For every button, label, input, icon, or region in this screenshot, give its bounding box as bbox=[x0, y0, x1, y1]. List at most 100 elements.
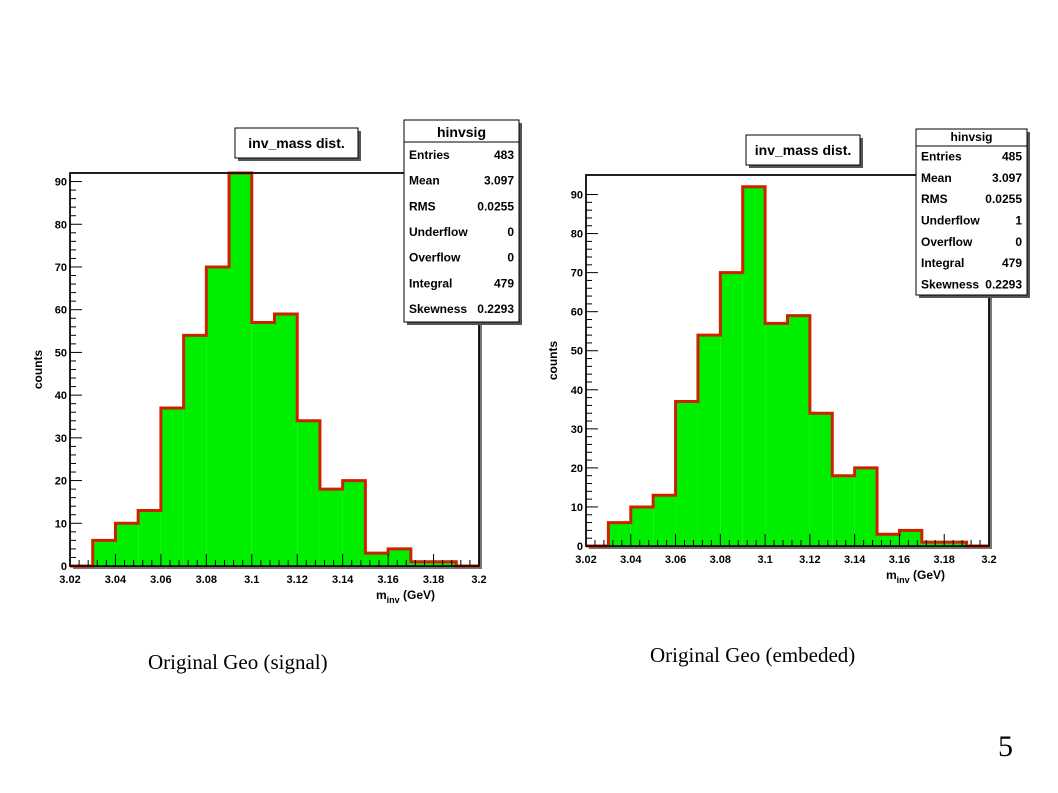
stats-value: 3.097 bbox=[484, 174, 514, 188]
histogram-bar bbox=[832, 475, 855, 546]
histogram-bar bbox=[92, 540, 116, 566]
y-tick-label: 30 bbox=[55, 433, 67, 445]
histogram-bar bbox=[630, 506, 654, 546]
y-tick-label: 30 bbox=[571, 424, 583, 436]
x-tick-label: 3.16 bbox=[377, 574, 398, 586]
y-tick-label: 20 bbox=[55, 476, 67, 488]
stats-label: Skewness bbox=[921, 277, 979, 291]
plot-frame-border bbox=[585, 174, 990, 547]
x-tick-label: 3.08 bbox=[710, 554, 731, 566]
stats-label: Entries bbox=[921, 150, 962, 164]
y-tick-label: 60 bbox=[55, 305, 67, 317]
histogram-outline bbox=[586, 185, 989, 548]
y-tick-label: 0 bbox=[577, 541, 583, 553]
histogram-bar bbox=[342, 480, 366, 566]
y-tick-label: 50 bbox=[571, 346, 583, 358]
stats-value: 0 bbox=[1015, 235, 1022, 249]
stats-label: RMS bbox=[409, 199, 436, 213]
x-tick-label: 3.12 bbox=[799, 554, 820, 566]
stats-value: 0.0255 bbox=[477, 199, 514, 213]
page-number: 5 bbox=[998, 730, 1013, 763]
caption-signal: Original Geo (signal) bbox=[148, 650, 328, 674]
x-tick-label: 3.2 bbox=[471, 574, 486, 586]
caption-embedded: Original Geo (embeded) bbox=[650, 643, 856, 667]
stats-label: Integral bbox=[409, 276, 452, 290]
y-tick-label: 90 bbox=[571, 190, 583, 202]
histogram-bars bbox=[92, 173, 457, 566]
histogram-bar bbox=[653, 495, 676, 546]
histogram-bar bbox=[697, 335, 721, 546]
x-tick-label: 3.14 bbox=[332, 574, 354, 586]
chart-title: inv_mass dist. bbox=[755, 142, 852, 158]
y-tick-label: 10 bbox=[571, 502, 583, 514]
histogram-bar bbox=[115, 523, 139, 566]
histogram-bar bbox=[410, 561, 434, 566]
y-tick-label: 80 bbox=[55, 219, 67, 231]
histogram-bar bbox=[877, 534, 900, 546]
histogram-bar bbox=[765, 323, 788, 546]
stats-value: 479 bbox=[1002, 256, 1022, 270]
y-tick-label: 0 bbox=[61, 561, 67, 573]
histogram-outline bbox=[70, 171, 479, 568]
y-tick-label: 70 bbox=[55, 262, 67, 274]
stats-name: hinvsig bbox=[950, 130, 992, 144]
x-tick-label: 3.06 bbox=[150, 574, 171, 586]
histogram-bar bbox=[138, 510, 161, 566]
x-tick-label: 3.18 bbox=[934, 554, 955, 566]
histogram-bar bbox=[229, 173, 252, 566]
y-tick-label: 60 bbox=[571, 307, 583, 319]
histogram-bar bbox=[608, 522, 631, 546]
stats-label: Overflow bbox=[921, 235, 973, 249]
x-axis-label: minv (GeV) bbox=[886, 568, 945, 585]
x-tick-label: 3.08 bbox=[196, 574, 217, 586]
title-box bbox=[745, 134, 861, 166]
stats-value: 0 bbox=[507, 251, 514, 265]
stats-box bbox=[403, 119, 520, 323]
title-box bbox=[234, 127, 359, 159]
y-tick-label: 50 bbox=[55, 347, 67, 359]
histogram-bar bbox=[720, 272, 743, 546]
histogram-bar bbox=[675, 401, 698, 546]
histogram-bars bbox=[608, 186, 967, 546]
x-tick-label: 3.1 bbox=[757, 554, 772, 566]
x-tick-label: 3.16 bbox=[889, 554, 910, 566]
x-tick-label: 3.14 bbox=[844, 554, 866, 566]
histogram-bar bbox=[297, 420, 320, 566]
histogram-bar bbox=[433, 561, 457, 566]
y-tick-label: 80 bbox=[571, 229, 583, 241]
histogram-bar bbox=[787, 315, 810, 546]
stats-name: hinvsig bbox=[437, 124, 486, 140]
x-tick-label: 3.2 bbox=[981, 554, 996, 566]
histogram-bar bbox=[365, 553, 389, 566]
y-tick-label: 40 bbox=[55, 390, 67, 402]
stats-value: 483 bbox=[494, 148, 514, 162]
y-axis-label: counts bbox=[546, 341, 560, 381]
x-tick-label: 3.02 bbox=[59, 574, 80, 586]
x-tick-label: 3.18 bbox=[423, 574, 444, 586]
stats-value: 1 bbox=[1015, 214, 1022, 228]
histogram-bar bbox=[319, 489, 343, 566]
histogram-bar bbox=[944, 542, 967, 546]
histogram-bar bbox=[742, 186, 766, 546]
y-tick-label: 20 bbox=[571, 463, 583, 475]
x-tick-label: 3.02 bbox=[575, 554, 596, 566]
stats-label: Mean bbox=[409, 174, 440, 188]
histogram-bar bbox=[251, 322, 275, 566]
chart-title: inv_mass dist. bbox=[248, 135, 345, 151]
histogram-bar bbox=[183, 335, 207, 566]
stats-value: 485 bbox=[1002, 150, 1022, 164]
x-tick-label: 3.1 bbox=[244, 574, 259, 586]
y-tick-label: 10 bbox=[55, 518, 67, 530]
histogram-bar bbox=[388, 548, 411, 566]
stats-value: 0 bbox=[507, 225, 514, 239]
stats-value: 0.0255 bbox=[985, 192, 1022, 206]
stats-label: Underflow bbox=[409, 225, 468, 239]
y-tick-label: 40 bbox=[571, 385, 583, 397]
histogram-bar bbox=[921, 542, 945, 546]
stats-value: 0.2293 bbox=[985, 277, 1022, 291]
y-tick-label: 70 bbox=[571, 268, 583, 280]
y-axis-label: counts bbox=[31, 350, 45, 390]
stats-box bbox=[915, 128, 1028, 296]
